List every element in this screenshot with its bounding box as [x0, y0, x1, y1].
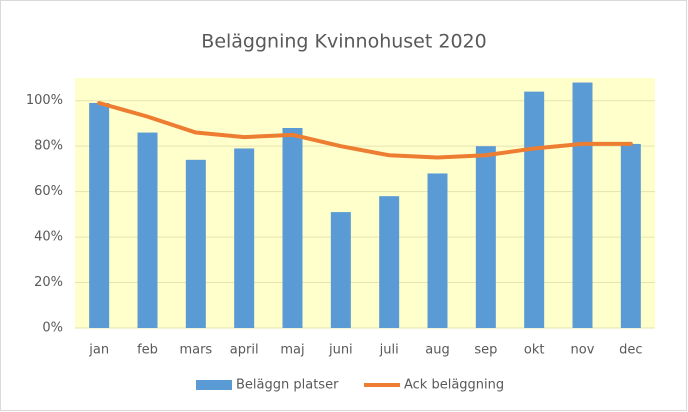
bar [89, 103, 110, 328]
bar [379, 196, 400, 328]
bar [137, 132, 158, 328]
y-tick-label: 60% [34, 184, 63, 199]
legend-label: Ack beläggning [404, 378, 504, 393]
x-tick-label: juni [328, 343, 353, 358]
y-tick-label: 80% [34, 139, 63, 154]
x-tick-label: juli [379, 343, 399, 358]
x-tick-label: nov [571, 343, 595, 358]
plot-area [75, 78, 655, 328]
x-tick-label: okt [524, 343, 545, 358]
y-tick-label: 0% [42, 321, 63, 336]
bar [475, 146, 496, 328]
y-tick-label: 100% [26, 93, 63, 108]
legend-label: Beläggn platser [236, 378, 339, 393]
bar [185, 159, 206, 328]
bar [234, 148, 255, 328]
x-tick-label: maj [280, 343, 304, 358]
x-tick-label: april [230, 343, 259, 358]
x-tick-label: mars [179, 343, 212, 358]
x-tick-label: aug [425, 343, 449, 358]
bar [282, 128, 303, 328]
x-tick-label: dec [619, 343, 642, 358]
chart-title: Beläggning Kvinnohuset 2020 [201, 31, 486, 53]
bar [620, 143, 641, 328]
x-tick-label: feb [137, 343, 158, 358]
bar [330, 212, 351, 328]
bar [427, 173, 448, 328]
y-tick-label: 40% [34, 230, 63, 245]
legend-swatch [196, 380, 232, 390]
x-tick-label: jan [88, 343, 109, 358]
bar [572, 82, 593, 328]
line [97, 101, 633, 160]
bar [524, 91, 545, 329]
y-tick-label: 20% [34, 275, 63, 290]
x-tick-label: sep [474, 343, 497, 358]
